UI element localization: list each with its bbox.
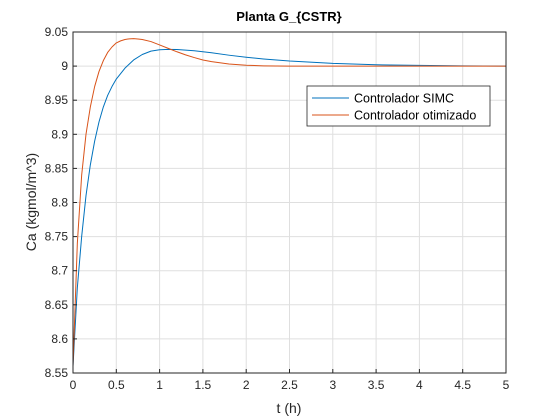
x-tick-label: 4	[416, 378, 423, 392]
y-tick-label: 8.7	[51, 264, 68, 278]
x-tick-label: 3.5	[368, 378, 385, 392]
y-tick-label: 8.6	[51, 332, 68, 346]
y-tick-label: 8.8	[51, 196, 68, 210]
x-axis-label: t (h)	[277, 400, 302, 416]
series-line-1	[72, 38, 506, 367]
x-tick-label: 5	[503, 378, 510, 392]
y-tick-label: 8.75	[45, 230, 69, 244]
x-tick-label: 2	[243, 378, 250, 392]
y-tick-label: 9.05	[45, 25, 69, 39]
y-tick-label: 8.65	[45, 298, 69, 312]
x-tick-label: 1	[156, 378, 163, 392]
y-tick-label: 8.85	[45, 161, 69, 175]
chart-title: Planta G_{CSTR}	[236, 9, 341, 24]
series-lines	[72, 38, 507, 367]
ticks: 0 0.5 1 1.5 2 2.5 3 3.5 4 4.5 5 8.55 8.6 8.65 8.7 8.75 8…	[45, 25, 510, 392]
y-axis-label: Ca (kgmol/m^3)	[23, 153, 39, 251]
y-tick-label: 8.95	[45, 93, 69, 107]
x-tick-label: 2.5	[281, 378, 298, 392]
legend-label-1: Controlador otimizado	[354, 109, 476, 123]
x-tick-label: 3	[329, 378, 336, 392]
y-tick-label: 9	[61, 59, 68, 73]
x-tick-label: 0.5	[108, 378, 125, 392]
legend-box	[306, 85, 491, 127]
legend: Controlador SIMC Controlador otimizado	[306, 85, 491, 127]
series-line-0	[72, 48, 507, 367]
x-tick-label: 4.5	[454, 378, 471, 392]
y-tick-label: 8.9	[51, 127, 68, 141]
y-tick-label: 8.55	[45, 366, 69, 380]
legend-label-0: Controlador SIMC	[354, 92, 454, 106]
x-tick-label: 1.5	[195, 378, 212, 392]
x-tick-label: 0	[70, 378, 77, 392]
